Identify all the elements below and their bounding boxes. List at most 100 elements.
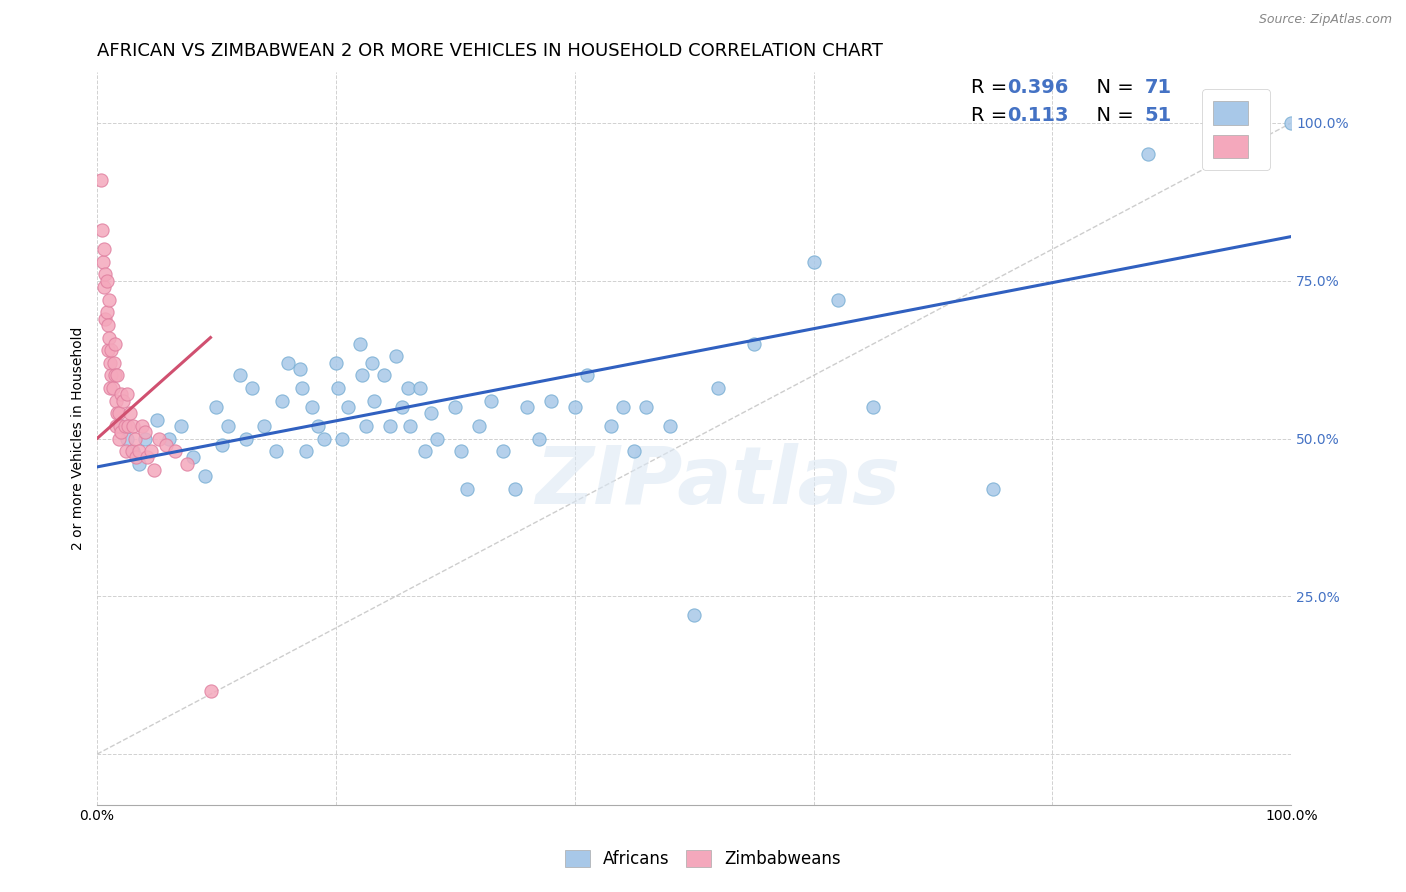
Point <box>117 418 139 433</box>
Point <box>131 418 153 433</box>
Point <box>373 368 395 383</box>
Point <box>105 393 128 408</box>
Point <box>391 400 413 414</box>
Point <box>105 368 128 383</box>
Point <box>328 381 350 395</box>
Point <box>827 293 849 307</box>
Point <box>803 254 825 268</box>
Point <box>301 400 323 414</box>
Point <box>456 482 478 496</box>
Point <box>444 400 467 414</box>
Point <box>134 432 156 446</box>
Point <box>139 444 162 458</box>
Point <box>105 406 128 420</box>
Point <box>354 418 377 433</box>
Point <box>200 684 222 698</box>
Point <box>384 350 406 364</box>
Point <box>479 393 502 408</box>
Point <box>93 280 115 294</box>
Point <box>683 608 706 623</box>
Point <box>981 482 1004 496</box>
Point <box>176 457 198 471</box>
Text: ZIPatlas: ZIPatlas <box>536 443 901 522</box>
Point <box>1279 116 1302 130</box>
Point <box>396 381 419 395</box>
Point <box>122 444 145 458</box>
Point <box>264 444 287 458</box>
Point <box>271 393 294 408</box>
Point <box>623 444 645 458</box>
Point <box>295 444 318 458</box>
Point <box>1137 147 1160 161</box>
Point <box>121 444 143 458</box>
Point <box>98 381 121 395</box>
Point <box>104 336 127 351</box>
Text: N =: N = <box>1084 78 1139 97</box>
Point <box>110 387 132 401</box>
Text: 71: 71 <box>1144 78 1171 97</box>
Point <box>115 432 138 446</box>
Point <box>157 432 180 446</box>
Legend: Africans, Zimbabweans: Africans, Zimbabweans <box>558 843 848 875</box>
Point <box>134 425 156 440</box>
Point <box>336 400 359 414</box>
Point <box>349 336 371 351</box>
Point <box>90 223 112 237</box>
Point <box>125 450 148 465</box>
Point <box>193 469 215 483</box>
Point <box>492 444 515 458</box>
Point <box>277 356 299 370</box>
Point <box>97 343 120 358</box>
Legend: , : , <box>1202 89 1270 170</box>
Point <box>107 406 129 420</box>
Point <box>98 356 121 370</box>
Point <box>96 305 118 319</box>
Point <box>217 418 239 433</box>
Point <box>420 406 443 420</box>
Text: AFRICAN VS ZIMBABWEAN 2 OR MORE VEHICLES IN HOUSEHOLD CORRELATION CHART: AFRICAN VS ZIMBABWEAN 2 OR MORE VEHICLES… <box>97 42 883 60</box>
Point <box>100 343 122 358</box>
Point <box>399 418 422 433</box>
Point <box>101 381 124 395</box>
Point <box>363 393 385 408</box>
Point <box>124 432 146 446</box>
Point <box>148 432 170 446</box>
Point <box>128 457 150 471</box>
Point <box>211 438 233 452</box>
Point <box>540 393 562 408</box>
Point <box>115 387 138 401</box>
Point <box>312 432 335 446</box>
Point <box>426 432 449 446</box>
Point <box>862 400 884 414</box>
Point <box>291 381 314 395</box>
Point <box>229 368 252 383</box>
Point <box>100 368 122 383</box>
Point <box>97 318 120 332</box>
Point <box>98 293 121 307</box>
Point <box>122 418 145 433</box>
Point <box>352 368 374 383</box>
Point <box>90 172 112 186</box>
Point <box>155 438 177 452</box>
Point <box>145 412 167 426</box>
Text: 0.396: 0.396 <box>1007 78 1069 97</box>
Point <box>599 418 621 433</box>
Point <box>707 381 730 395</box>
Point <box>114 418 136 433</box>
Point <box>96 274 118 288</box>
Point <box>450 444 472 458</box>
Y-axis label: 2 or more Vehicles in Household: 2 or more Vehicles in Household <box>72 326 86 550</box>
Point <box>325 356 347 370</box>
Point <box>360 356 382 370</box>
Point <box>612 400 634 414</box>
Point <box>108 418 131 433</box>
Text: R =: R = <box>972 106 1019 126</box>
Point <box>93 242 115 256</box>
Point <box>143 463 166 477</box>
Point <box>114 444 136 458</box>
Point <box>235 432 257 446</box>
Point <box>163 444 186 458</box>
Point <box>516 400 538 414</box>
Point <box>110 418 132 433</box>
Point <box>330 432 353 446</box>
